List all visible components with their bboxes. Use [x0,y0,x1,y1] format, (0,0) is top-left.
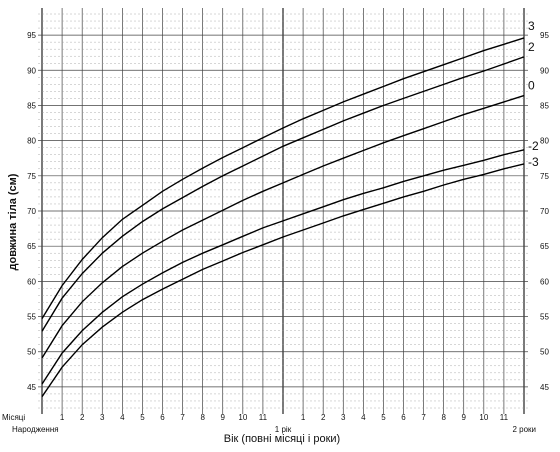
y-tick-label-right: 65 [540,242,549,251]
y-tick-label-left: 95 [27,31,36,40]
y-tick-label-left: 55 [27,313,36,322]
x-tick-label: 1 [301,413,306,422]
x-tick-label: 5 [140,413,145,422]
series-label: 3 [528,19,535,33]
chart-labels: 3 2 0 -2 -3 [528,19,539,169]
series-line-0 [41,37,525,319]
y-tick-label-right: 50 [540,348,549,357]
series-line-2 [41,94,525,359]
x-tick-label: 7 [180,413,185,422]
y-tick-label-left: 75 [27,172,36,181]
months-label: Місяці [2,413,25,422]
y-tick-label-left: 90 [27,66,36,75]
series-label: 0 [528,79,535,93]
x-tick-label: 4 [361,413,366,422]
y-tick-label-left: 80 [27,137,36,146]
x-tick-label: 10 [479,413,488,422]
x-tick-label: 1 [60,413,65,422]
y-tick-label-left: 65 [27,242,36,251]
x-tick-label: 11 [259,413,268,422]
year-label: 1 рік [275,425,292,434]
series-line-4 [41,163,525,398]
y-tick-label-left: 45 [27,383,36,392]
x-tick-label: 4 [120,413,125,422]
y-tick-label-left: 70 [27,207,36,216]
x-tick-label: 3 [341,413,346,422]
y-axis-title: довжина тіла (см) [7,173,19,270]
x-tick-label: 6 [401,413,406,422]
y-tick-label-right: 70 [540,207,549,216]
y-tick-label-right: 60 [540,277,549,286]
series-line-3 [41,149,525,385]
x-tick-label: 9 [221,413,226,422]
series-label: 2 [528,40,535,54]
x-tick-label: 10 [238,413,247,422]
x-tick-label: 2 [80,413,85,422]
x-axis-title: Вік (повні місяці і роки) [224,433,340,445]
x-tick-label: 8 [200,413,205,422]
y-tick-label-right: 90 [540,66,549,75]
birth-label: Народження [12,425,59,434]
x-tick-label: 11 [500,413,509,422]
x-tick-label: 9 [462,413,467,422]
chart-grid [38,8,528,414]
x-tick-label: 6 [160,413,165,422]
series-label: -2 [528,139,539,153]
y-tick-label-right: 75 [540,172,549,181]
x-tick-label: 5 [381,413,386,422]
chart-curves [41,37,525,398]
series-label: -3 [528,155,539,169]
y-tick-label-right: 45 [540,383,549,392]
y-tick-label-right: 85 [540,101,549,110]
x-tick-label: 8 [441,413,446,422]
series-line-1 [41,56,525,332]
y-tick-label-right: 95 [540,31,549,40]
x-tick-label: 3 [100,413,105,422]
x-tick-label: 7 [421,413,426,422]
y-tick-label-left: 50 [27,348,36,357]
y-tick-label-right: 55 [540,313,549,322]
x-tick-label: 2 [321,413,326,422]
year-label: 2 роки [512,425,536,434]
y-tick-label-left: 60 [27,277,36,286]
y-tick-label-right: 80 [540,137,549,146]
y-tick-label-left: 85 [27,101,36,110]
